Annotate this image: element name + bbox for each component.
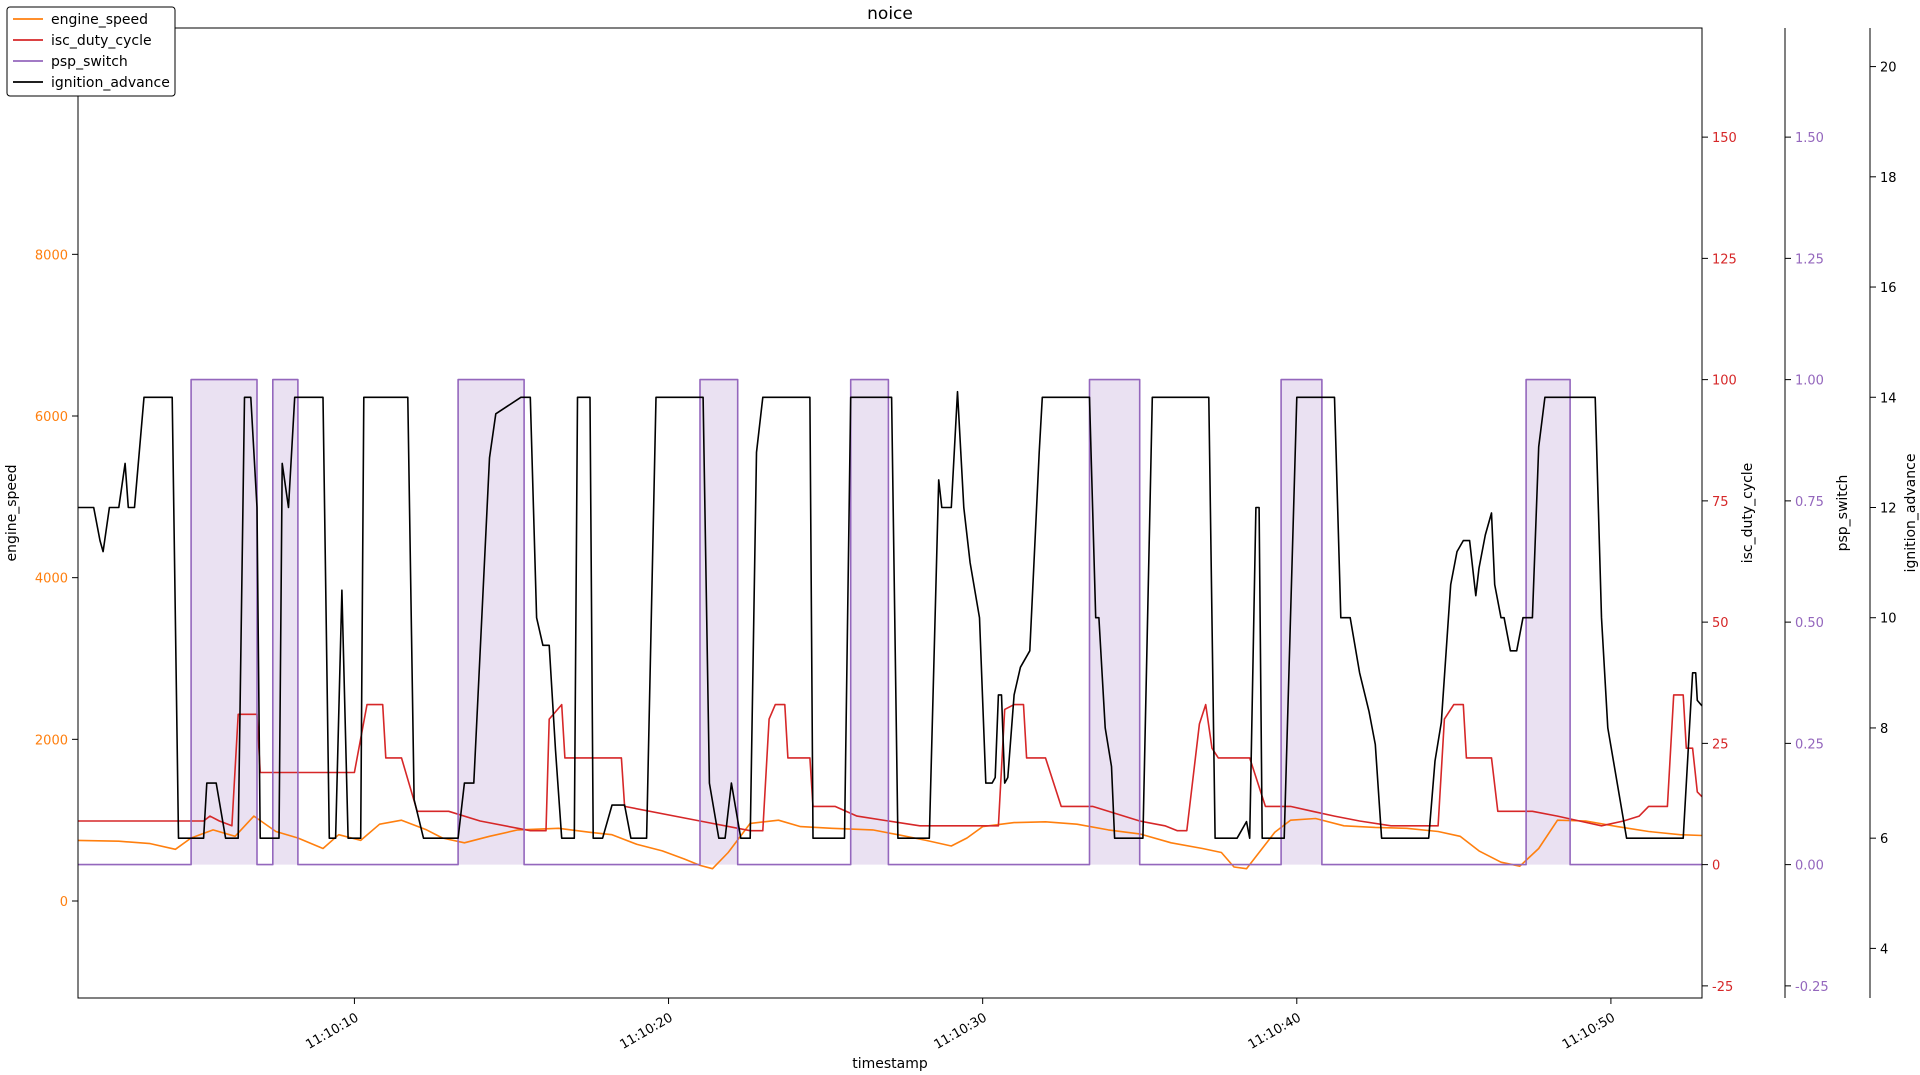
chart-title: noice xyxy=(867,4,913,24)
plot-area xyxy=(77,27,1703,999)
legend-label: psp_switch xyxy=(51,54,128,70)
isc-duty-cycle-tick-label: 25 xyxy=(1712,737,1729,752)
legend-label: ignition_advance xyxy=(51,75,170,91)
psp-switch-tick-label: 1.50 xyxy=(1795,131,1824,146)
x-axis-label: timestamp xyxy=(852,1056,928,1072)
ignition-advance-tick-label: 16 xyxy=(1880,281,1897,296)
psp-switch-tick-label: 0.75 xyxy=(1795,495,1824,510)
legend-label: engine_speed xyxy=(51,12,148,28)
x-tick-label: 11:10:10 xyxy=(303,1010,361,1052)
psp-switch-tick-label: 0.50 xyxy=(1795,616,1824,631)
x-tick-label: 11:10:30 xyxy=(932,1010,990,1052)
legend: engine_speed isc_duty_cycle psp_switchigni… xyxy=(6,6,176,97)
isc-duty-cycle-tick-label: 75 xyxy=(1712,495,1729,510)
legend-label: isc_duty_cycle xyxy=(51,33,152,49)
psp-switch-tick-label: 0.00 xyxy=(1795,859,1824,874)
ignition-advance-tick-label: 8 xyxy=(1880,722,1888,737)
ignition-advance-tick-label: 4 xyxy=(1880,942,1888,957)
series-line-engine-speed xyxy=(77,815,1703,870)
isc-duty-cycle-tick-label: -25 xyxy=(1712,980,1733,995)
series-line-ignition-advance xyxy=(78,390,1703,840)
y-axes: 0 2000 4000 6000 8000 engine_speed -25 0 25 50 75 1… xyxy=(4,28,1919,998)
x-tick-label: 11:10:20 xyxy=(617,1010,675,1052)
ignition-advance-tick-label: 12 xyxy=(1880,501,1897,516)
psp-switch-fill xyxy=(78,379,1702,865)
ignition-advance-axis-label: ignition_advance xyxy=(1903,454,1919,573)
engine-speed-tick-label: 0 xyxy=(60,895,68,910)
engine-speed-tick-label: 2000 xyxy=(35,733,68,748)
ignition-advance-tick-label: 6 xyxy=(1880,832,1888,847)
x-tick-label: 11:10:40 xyxy=(1246,1010,1304,1052)
x-axis: 11:10:10 11:10:20 11:10:30 11:10:40 11:10:50 xyxy=(303,998,1618,1053)
plot-frame xyxy=(77,27,1703,999)
ignition-advance-tick-label: 18 xyxy=(1880,171,1897,186)
engine-speed-tick-label: 6000 xyxy=(35,410,68,425)
legend-box xyxy=(6,6,176,97)
isc-duty-cycle-tick-label: 125 xyxy=(1712,252,1737,267)
psp-switch-tick-label: 1.00 xyxy=(1795,374,1824,389)
isc-duty-cycle-tick-label: 150 xyxy=(1712,131,1737,146)
psp-switch-tick-label: -0.25 xyxy=(1795,980,1829,995)
ignition-advance-tick-label: 20 xyxy=(1880,61,1897,76)
isc-duty-cycle-tick-label: 100 xyxy=(1712,374,1737,389)
engine-speed-axis-label: engine_speed xyxy=(4,464,20,561)
ignition-advance-tick-label: 10 xyxy=(1880,612,1897,627)
engine-speed-tick-label: 4000 xyxy=(35,572,68,587)
series-line-isc-duty-cycle xyxy=(78,694,1703,832)
psp-switch-tick-label: 0.25 xyxy=(1795,737,1824,752)
psp-switch-axis-label: psp_switch xyxy=(1835,475,1851,552)
psp-switch-tick-label: 1.25 xyxy=(1795,252,1824,267)
psp-switch-area xyxy=(78,379,1702,865)
isc-duty-cycle-axis-label: isc_duty_cycle xyxy=(1740,463,1756,564)
isc-duty-cycle-tick-label: 0 xyxy=(1712,859,1720,874)
series-lines xyxy=(77,378,1703,870)
x-tick-label: 11:10:50 xyxy=(1560,1010,1618,1052)
series-line-psp-switch xyxy=(78,378,1702,866)
isc-duty-cycle-tick-label: 50 xyxy=(1712,616,1729,631)
ignition-advance-tick-label: 14 xyxy=(1880,391,1897,406)
engine-speed-tick-label: 8000 xyxy=(35,248,68,263)
